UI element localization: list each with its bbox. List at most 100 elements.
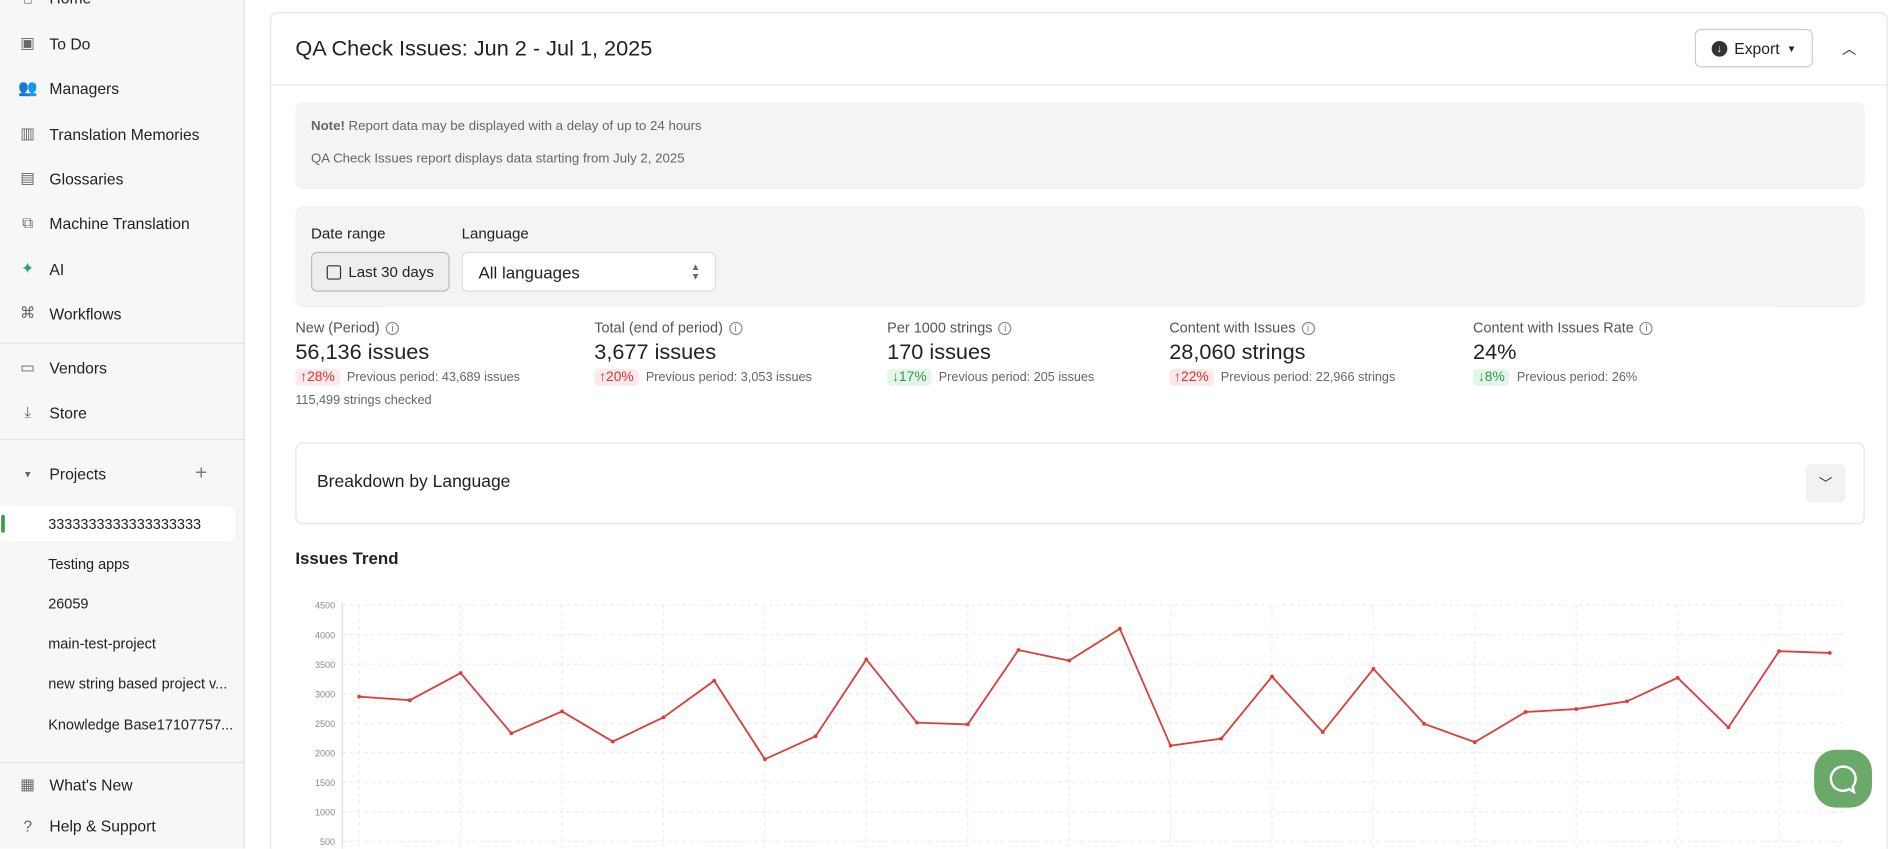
help-icon: ? <box>23 816 33 835</box>
chat-bubble-icon <box>1829 765 1857 795</box>
sidebar: ⌂ Home ▣ To Do 👥 Managers ▥ Translation Memorie… <box>0 0 245 849</box>
y-tick-label: 4500 <box>315 601 335 611</box>
data-point <box>509 731 514 736</box>
sidebar-item-vendors[interactable]: ▭ Vendors <box>0 350 245 386</box>
previous-period: Previous period: 22,966 strings <box>1220 370 1396 385</box>
data-point <box>1675 675 1680 680</box>
y-tick-label: 2500 <box>315 719 335 729</box>
previous-period: Previous period: 3,053 issues <box>645 370 812 385</box>
book-open-icon: ▥ <box>20 124 36 143</box>
sidebar-item-managers[interactable]: 👥 Managers <box>0 70 245 106</box>
data-point <box>1422 721 1427 726</box>
sidebar-item-label: To Do <box>49 34 91 53</box>
data-point <box>1726 725 1731 730</box>
data-point <box>1320 730 1325 735</box>
info-icon[interactable]: i <box>385 321 400 335</box>
library-icon: ▤ <box>20 168 36 187</box>
previous-period: Previous period: 43,689 issues <box>346 370 520 385</box>
stat-value: 24% <box>1472 339 1517 365</box>
stat-card: Content with Issues Rate i 24% ↓8% Previou… <box>1472 319 1654 386</box>
project-item[interactable]: main-test-project <box>48 635 156 653</box>
divider <box>0 761 245 764</box>
change-value: 17% <box>898 370 927 385</box>
add-project-icon[interactable]: + <box>195 461 208 485</box>
note-box: Note! Report data may be displayed with … <box>295 102 1865 190</box>
sidebar-item-glossaries[interactable]: ▤ Glossaries <box>0 160 245 196</box>
info-icon[interactable]: i <box>728 321 743 335</box>
date-range-button[interactable]: Last 30 days <box>310 251 450 292</box>
project-item[interactable]: 3333333333333333333 <box>0 506 236 542</box>
sidebar-item-label: Workflows <box>49 304 122 323</box>
info-icon[interactable]: i <box>1639 321 1654 335</box>
change-value: 22% <box>1180 370 1209 385</box>
projects-header[interactable]: ▼ Projects + <box>0 456 245 492</box>
export-button[interactable]: ↓ Export ▼ <box>1694 28 1813 68</box>
sidebar-item-to-do[interactable]: ▣ To Do <box>0 25 245 61</box>
download-circle-icon: ↓ <box>1711 40 1728 57</box>
note-bold: Note! <box>310 119 345 134</box>
data-point <box>661 715 666 720</box>
arrow-up-icon: ↑ <box>1174 370 1181 385</box>
sidebar-item-translation-memories[interactable]: ▥ Translation Memories <box>0 116 245 152</box>
sidebar-item-store[interactable]: ⤓ Store <box>0 394 245 430</box>
language-value: All languages <box>478 262 580 282</box>
data-point <box>357 694 362 699</box>
sidebar-item-help-support[interactable]: ? Help & Support <box>0 808 245 844</box>
caret-down-icon: ▼ <box>22 468 33 480</box>
sidebar-item-machine-translation[interactable]: ⧉ Machine Translation <box>0 205 245 241</box>
sort-arrows-icon: ▲ ▼ <box>690 260 701 282</box>
news-icon: ▦ <box>20 775 36 794</box>
info-icon[interactable]: i <box>998 321 1012 335</box>
date-range-value: Last 30 days <box>348 263 434 281</box>
export-label: Export <box>1734 39 1780 58</box>
data-point <box>1574 707 1579 711</box>
collapse-button[interactable]: ︿ <box>1833 33 1864 64</box>
data-point <box>1625 699 1629 704</box>
date-range-label: Date range <box>310 225 386 243</box>
calendar-icon <box>326 264 342 280</box>
change-badge: ↓17% <box>887 368 932 386</box>
sidebar-item-label: Vendors <box>49 358 107 377</box>
sidebar-item-what-s-new[interactable]: ▦ What's New <box>0 767 245 803</box>
data-point <box>1270 674 1274 679</box>
chevron-down-icon: ﹀ <box>1818 477 1833 492</box>
change-value: 20% <box>606 370 634 385</box>
arrow-up-icon: ↑ <box>300 370 308 385</box>
chat-support-button[interactable] <box>1814 749 1872 808</box>
change-badge: ↑22% <box>1169 368 1214 386</box>
info-icon[interactable]: i <box>1301 321 1315 335</box>
y-tick-label: 2000 <box>315 748 335 758</box>
people-icon: 👥 <box>17 78 38 97</box>
sidebar-item-label: AI <box>49 259 65 278</box>
language-select[interactable]: All languages ▲ ▼ <box>461 251 717 292</box>
arrow-up-icon: ↑ <box>599 370 607 385</box>
project-item[interactable]: Testing apps <box>48 555 130 573</box>
sidebar-item-ai[interactable]: ✦ AI <box>0 251 245 287</box>
project-item[interactable]: new string based project v... <box>48 675 228 693</box>
data-point <box>965 722 970 727</box>
page-title: QA Check Issues: Jun 2 - Jul 1, 2025 <box>295 36 653 61</box>
data-point <box>1523 710 1528 714</box>
expand-button[interactable]: ﹀ <box>1805 464 1846 503</box>
sidebar-item-label: What's New <box>49 775 133 794</box>
sidebar-item-label: Translation Memories <box>49 124 200 143</box>
sidebar-item-home[interactable]: ⌂ Home <box>0 0 245 16</box>
download-icon: ⤓ <box>24 402 32 421</box>
report-card: QA Check Issues: Jun 2 - Jul 1, 2025 ↓ E… <box>270 12 1888 849</box>
stat-card: Content with Issues i 28,060 strings ↑22%… <box>1169 319 1396 386</box>
project-item[interactable]: 26059 <box>48 595 89 613</box>
data-point <box>762 757 767 762</box>
data-point <box>610 739 615 744</box>
sidebar-item-workflows[interactable]: ⌘ Workflows <box>0 295 245 331</box>
issues-trend-title: Issues Trend <box>295 548 399 568</box>
y-tick-label: 3000 <box>315 689 335 699</box>
arrow-down-icon: ↓ <box>891 370 899 385</box>
chevron-up-icon: ︿ <box>1841 40 1857 58</box>
breakdown-by-language[interactable]: Breakdown by Language ﹀ <box>295 442 1865 525</box>
breakdown-title: Breakdown by Language <box>317 472 511 492</box>
y-tick-label: 1500 <box>315 778 335 788</box>
note-text-2: QA Check Issues report displays data sta… <box>310 151 685 167</box>
project-item[interactable]: Knowledge Base17107757... <box>48 715 234 733</box>
sidebar-item-label: Home <box>49 0 91 7</box>
